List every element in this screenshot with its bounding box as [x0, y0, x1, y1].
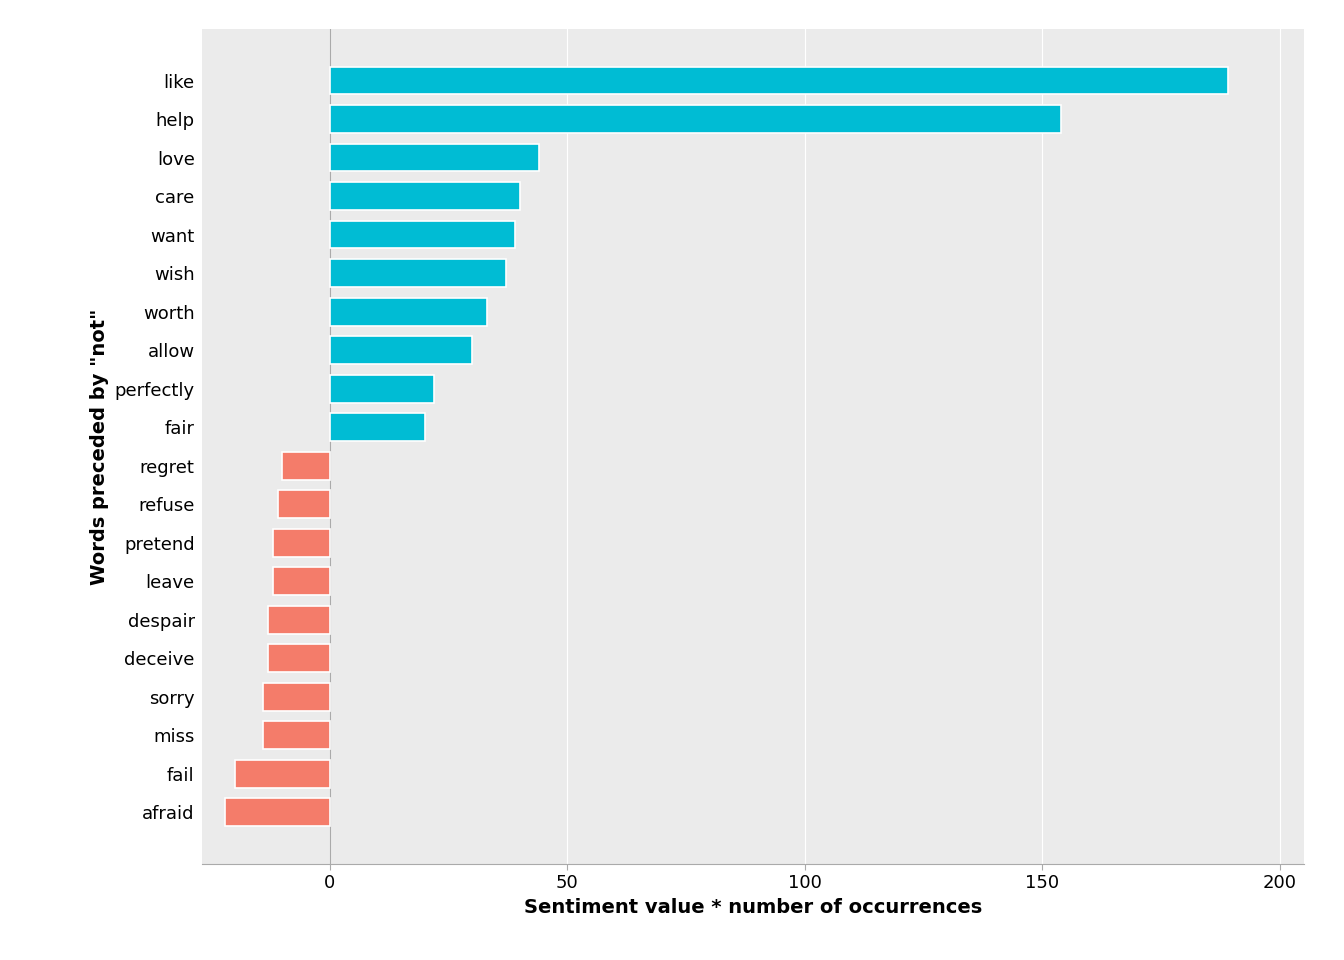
Bar: [329, 106, 1062, 133]
Bar: [273, 567, 329, 595]
Bar: [278, 491, 329, 518]
Bar: [329, 374, 434, 402]
Bar: [329, 414, 425, 441]
Bar: [329, 182, 520, 210]
Bar: [329, 336, 472, 364]
Bar: [329, 67, 1227, 94]
Y-axis label: Words preceded by "not": Words preceded by "not": [90, 308, 109, 585]
Bar: [235, 759, 329, 787]
X-axis label: Sentiment value * number of occurrences: Sentiment value * number of occurrences: [524, 898, 981, 917]
Bar: [329, 298, 487, 325]
Bar: [282, 452, 329, 479]
Bar: [329, 144, 539, 172]
Bar: [267, 644, 329, 672]
Bar: [267, 606, 329, 634]
Bar: [263, 683, 329, 710]
Bar: [329, 259, 505, 287]
Bar: [273, 529, 329, 557]
Bar: [329, 221, 515, 249]
Bar: [226, 799, 329, 826]
Bar: [263, 721, 329, 749]
